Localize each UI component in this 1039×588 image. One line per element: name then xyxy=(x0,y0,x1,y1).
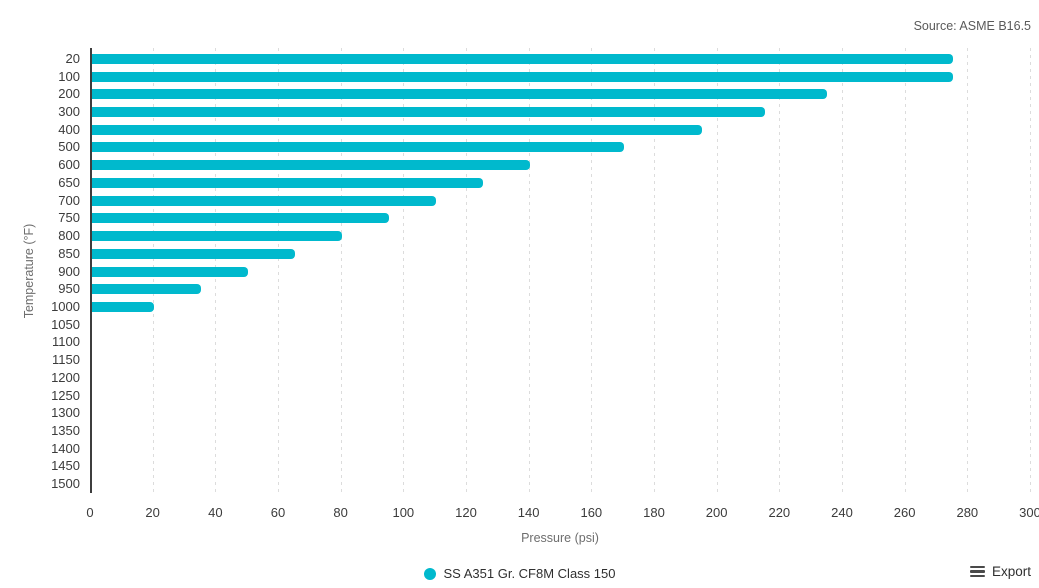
y-tick-label: 1350 xyxy=(51,422,80,438)
x-tick-label: 240 xyxy=(831,505,853,520)
bar-850[interactable] xyxy=(91,248,295,259)
y-tick-label: 1400 xyxy=(51,440,80,456)
x-tick-label: 80 xyxy=(333,505,348,520)
bar-20[interactable] xyxy=(91,53,953,64)
y-tick-label: 1450 xyxy=(51,458,80,474)
bar-700[interactable] xyxy=(91,195,436,206)
x-tick-label: 120 xyxy=(455,505,477,520)
y-tick-label: 800 xyxy=(58,228,80,244)
x-tick-label: 280 xyxy=(956,505,979,520)
x-tick-label: 0 xyxy=(86,505,94,520)
y-tick-label: 1100 xyxy=(52,334,80,350)
x-tick-label: 20 xyxy=(145,505,160,520)
y-tick-label: 1050 xyxy=(51,316,80,332)
gridline xyxy=(967,48,969,493)
x-tick-label: 220 xyxy=(768,505,791,520)
bar-900[interactable] xyxy=(91,266,248,277)
source-note: Source: ASME B16.5 xyxy=(913,19,1031,33)
x-tick-label: 180 xyxy=(643,505,665,520)
legend-item[interactable]: SS A351 Gr. CF8M Class 150 xyxy=(0,566,1039,581)
hamburger-menu-icon xyxy=(969,565,985,578)
export-button[interactable]: Export xyxy=(969,564,1031,579)
y-tick-label: 1250 xyxy=(51,387,80,403)
gridline xyxy=(654,48,655,493)
x-tick-label: 160 xyxy=(580,505,603,520)
gridline xyxy=(528,48,530,493)
y-tick-label: 650 xyxy=(58,174,80,190)
y-axis-line xyxy=(90,48,92,493)
y-tick-label: 1500 xyxy=(51,476,80,492)
gridline xyxy=(591,48,593,493)
y-tick-label: 300 xyxy=(58,104,80,120)
y-tick-label: 750 xyxy=(58,210,80,226)
bar-1000[interactable] xyxy=(91,301,154,312)
x-tick-label: 260 xyxy=(893,505,916,520)
y-tick-label: 400 xyxy=(58,121,80,137)
x-tick-label: 40 xyxy=(208,505,223,520)
y-tick-label: 850 xyxy=(58,245,80,261)
gridline xyxy=(716,48,718,493)
gridline xyxy=(842,48,843,493)
y-tick-label: 200 xyxy=(58,86,80,102)
gridline xyxy=(340,48,342,493)
export-label: Export xyxy=(991,564,1031,579)
y-tick-label: 1150 xyxy=(52,352,80,368)
y-tick-label: 900 xyxy=(58,263,80,279)
y-tick-label: 950 xyxy=(58,281,80,297)
bar-650[interactable] xyxy=(91,177,483,188)
y-tick-label: 700 xyxy=(58,192,80,208)
x-axis-title: Pressure (psi) xyxy=(521,531,599,545)
x-tick-label: 200 xyxy=(705,505,728,520)
y-tick-label: 1300 xyxy=(51,405,80,421)
y-tick-label: 20 xyxy=(65,50,80,66)
gridline xyxy=(904,48,906,493)
x-tick-label: 100 xyxy=(392,505,415,520)
legend-marker-icon xyxy=(423,567,436,580)
legend-label: SS A351 Gr. CF8M Class 150 xyxy=(443,566,616,581)
gridline xyxy=(466,48,467,493)
y-tick-label: 1000 xyxy=(51,298,80,314)
y-tick-label: 100 xyxy=(58,68,80,84)
x-tick-label: 300 xyxy=(1019,505,1039,520)
y-tick-label: 1200 xyxy=(51,369,80,385)
x-tick-label: 60 xyxy=(270,505,286,520)
plot-area xyxy=(90,48,1031,493)
bar-100[interactable] xyxy=(91,71,953,82)
y-tick-label: 600 xyxy=(58,157,80,173)
bar-600[interactable] xyxy=(91,160,530,171)
gridline xyxy=(1030,48,1031,493)
bar-950[interactable] xyxy=(91,284,201,295)
gridline xyxy=(779,48,781,493)
bar-400[interactable] xyxy=(91,124,702,135)
gridline xyxy=(403,48,405,493)
gridline xyxy=(278,48,279,493)
bar-750[interactable] xyxy=(91,213,389,224)
x-tick-label: 140 xyxy=(517,505,540,520)
y-tick-label: 500 xyxy=(58,139,80,155)
bar-500[interactable] xyxy=(91,142,624,153)
bar-800[interactable] xyxy=(91,231,342,242)
bar-300[interactable] xyxy=(91,107,765,118)
bar-200[interactable] xyxy=(91,89,828,100)
